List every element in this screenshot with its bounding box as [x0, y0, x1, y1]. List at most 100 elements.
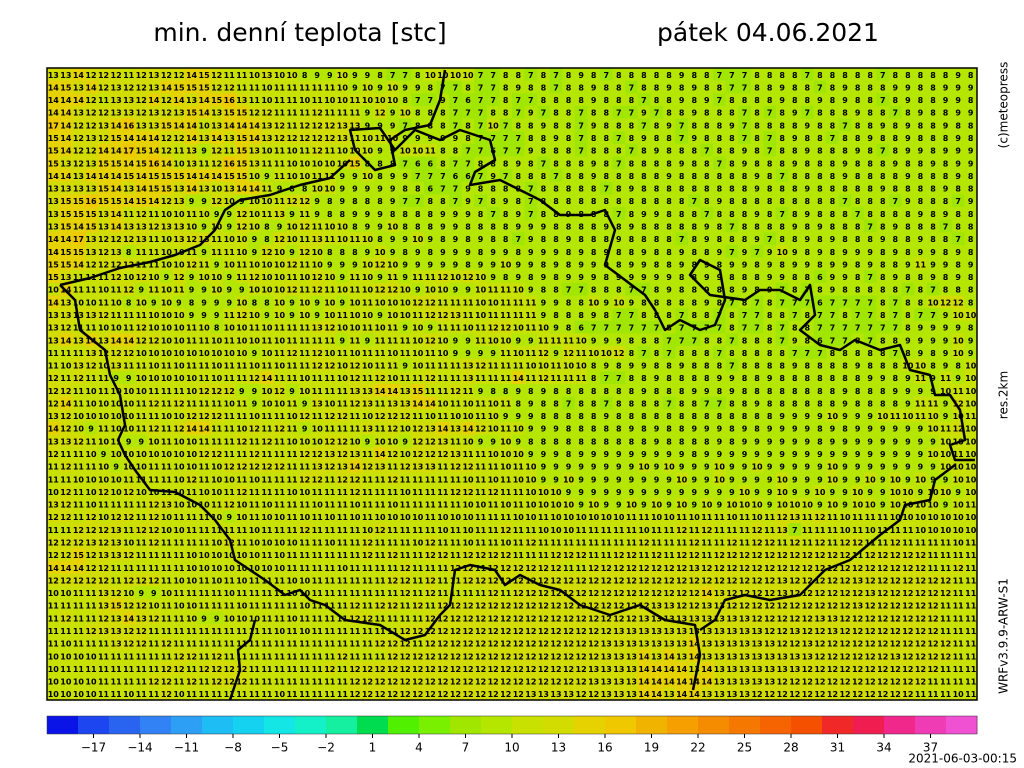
temp-cell [449, 93, 463, 107]
temp-value: 8 [905, 273, 911, 282]
temp-value: 8 [666, 425, 672, 434]
temp-value: 9 [767, 248, 773, 257]
temp-cell [662, 80, 676, 94]
temp-value: 8 [566, 412, 572, 421]
temp-value: 8 [767, 210, 773, 219]
temp-value: 14 [513, 374, 525, 383]
temp-value: 14 [111, 172, 123, 181]
temp-cell [310, 118, 324, 132]
temp-value: 8 [603, 159, 609, 168]
temp-cell [549, 93, 563, 107]
temp-value: 9 [691, 134, 697, 143]
temp-cell [222, 68, 236, 81]
temp-cell [826, 105, 840, 119]
temp-value: 7 [893, 197, 899, 206]
temp-value: 8 [893, 399, 899, 408]
temp-value: 11 [161, 399, 173, 408]
temp-value: 11 [412, 374, 424, 383]
temp-cell [235, 80, 249, 94]
temp-value: 8 [968, 223, 974, 232]
temp-cell [160, 118, 173, 132]
temp-value: 10 [374, 96, 386, 105]
temp-value: 11 [462, 450, 474, 459]
temp-cell [260, 131, 274, 145]
temp-value: 11 [286, 450, 298, 459]
temp-value: 9 [867, 412, 873, 421]
temp-value: 7 [679, 336, 685, 345]
temp-value: 12 [111, 235, 122, 244]
temp-value: 8 [855, 223, 861, 232]
temp-value: 11 [249, 83, 261, 92]
temp-value: 8 [591, 248, 597, 257]
temp-value: 8 [704, 83, 710, 92]
temp-value: 10 [98, 412, 110, 421]
temp-value: 8 [968, 172, 974, 181]
temp-value: 9 [779, 437, 785, 446]
temp-value: 9 [340, 172, 346, 181]
temp-value: 13 [98, 223, 109, 232]
temp-value: 14 [48, 96, 60, 105]
temp-value: 10 [299, 488, 311, 497]
temp-cell [713, 118, 726, 132]
temp-cell [386, 68, 400, 81]
temp-value: 9 [428, 324, 434, 333]
temp-value: 8 [717, 223, 723, 232]
temp-value: 9 [541, 425, 547, 434]
temp-value: 10 [927, 425, 939, 434]
temp-value: 9 [654, 425, 660, 434]
temp-value: 9 [578, 260, 584, 269]
temp-value: 12 [161, 71, 172, 80]
temp-value: 8 [641, 159, 647, 168]
temp-value: 12 [312, 121, 323, 130]
temp-value: 12 [249, 450, 260, 459]
temp-value: 9 [591, 336, 597, 345]
temp-value: 8 [641, 298, 647, 307]
temp-value: 8 [566, 147, 572, 156]
temp-value: 11 [111, 311, 123, 320]
temp-value: 9 [930, 260, 936, 269]
temp-value: 7 [729, 83, 735, 92]
temp-value: 13 [400, 387, 411, 396]
temp-value: 8 [428, 248, 434, 257]
temp-value: 8 [691, 450, 697, 459]
temp-value: 9 [641, 273, 647, 282]
temp-cell [524, 80, 538, 94]
temp-cell [84, 131, 98, 145]
temp-value: 14 [249, 134, 261, 143]
temp-value: 9 [893, 273, 899, 282]
temp-value: 13 [211, 109, 222, 118]
temp-value: 9 [515, 412, 521, 421]
temp-value: 11 [324, 286, 336, 295]
temp-cell [926, 80, 940, 94]
temp-value: 10 [286, 223, 298, 232]
temp-value: 7 [855, 210, 861, 219]
temp-value: 9 [943, 147, 949, 156]
temp-value: 11 [161, 425, 173, 434]
temp-value: 8 [402, 96, 408, 105]
temp-value: 10 [965, 437, 977, 446]
temp-value: 9 [478, 235, 484, 244]
temp-value: 11 [199, 475, 211, 484]
temp-value: 8 [968, 210, 974, 219]
temp-value: 8 [566, 437, 572, 446]
temp-value: 10 [513, 324, 525, 333]
temp-cell [97, 93, 111, 107]
temp-value: 10 [337, 147, 349, 156]
temp-value: 9 [968, 349, 974, 358]
temp-cell [361, 68, 375, 81]
temp-value: 8 [729, 349, 735, 358]
temp-value: 9 [905, 147, 911, 156]
temp-value: 7 [779, 210, 785, 219]
temp-value: 7 [553, 83, 559, 92]
temp-value: 11 [337, 399, 349, 408]
temp-value: 9 [955, 147, 961, 156]
temp-value: 8 [842, 362, 848, 371]
temp-cell [612, 80, 626, 94]
temp-value: 8 [440, 159, 446, 168]
temp-value: 8 [754, 349, 760, 358]
temp-value: 14 [60, 399, 72, 408]
temp-cell [700, 105, 714, 119]
temp-cell [939, 105, 953, 119]
temp-cell [801, 80, 814, 94]
temp-value: 10 [173, 210, 185, 219]
